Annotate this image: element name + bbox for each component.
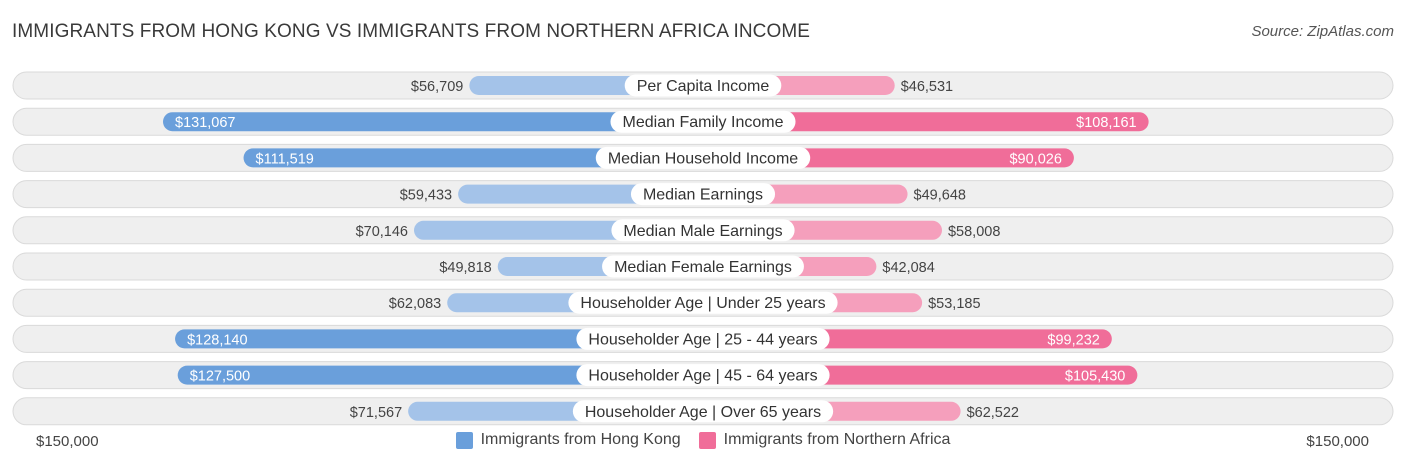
- value-label-hong-kong: $59,433: [400, 188, 452, 204]
- value-label-hong-kong: $131,067: [175, 115, 235, 131]
- category-pill: [576, 327, 830, 350]
- bar-hong-kong: [175, 329, 703, 349]
- bar-hong-kong: [243, 148, 703, 168]
- source-note: Source: ZipAtlas.com: [1251, 23, 1394, 40]
- value-label-hong-kong: $127,500: [190, 369, 250, 385]
- category-pill: [576, 364, 830, 387]
- value-label-northern-africa: $46,531: [901, 79, 953, 95]
- chart-row: $49,818 $42,084 Median Female Earnings: [12, 252, 1394, 281]
- category-pill: [572, 400, 834, 423]
- value-label-northern-africa: $108,161: [1076, 115, 1136, 131]
- category-label: Per Capita Income: [637, 78, 770, 95]
- category-label: Householder Age | Under 25 years: [580, 295, 825, 312]
- legend-label-hong-kong: Immigrants from Hong Kong: [480, 431, 681, 448]
- category-label: Median Family Income: [623, 114, 784, 131]
- legend-label-northern-africa: Immigrants from Northern Africa: [723, 431, 951, 448]
- chart-row: $111,519 $90,026 Median Household Income: [12, 143, 1394, 172]
- category-label: Median Male Earnings: [623, 223, 782, 240]
- value-label-northern-africa: $62,522: [967, 405, 1019, 421]
- value-label-hong-kong: $70,146: [356, 224, 408, 240]
- category-label: Householder Age | 45 - 64 years: [588, 368, 817, 385]
- legend-item-northern-africa[interactable]: Immigrants from Northern Africa: [698, 431, 951, 449]
- bar-northern-africa: [703, 112, 1149, 132]
- category-pill: [630, 183, 776, 206]
- chart-row: $62,083 $53,185 Householder Age | Under 25…: [12, 288, 1394, 317]
- legend-swatch-northern-africa: [698, 431, 716, 449]
- value-label-hong-kong: $56,709: [411, 79, 463, 95]
- value-label-hong-kong: $49,818: [439, 260, 491, 276]
- category-label: Median Earnings: [643, 187, 763, 204]
- category-pill: [602, 255, 804, 278]
- category-label: Median Female Earnings: [614, 259, 792, 276]
- chart-row: $127,500 $105,430 Householder Age | 45 - 6…: [12, 361, 1394, 390]
- category-pill: [595, 146, 811, 169]
- legend: Immigrants from Hong Kong Immigrants fro…: [0, 431, 1406, 449]
- value-label-northern-africa: $49,648: [914, 188, 966, 204]
- value-label-northern-africa: $42,084: [882, 260, 934, 276]
- value-label-northern-africa: $90,026: [1009, 151, 1061, 167]
- axis-left-label: $150,000: [36, 433, 99, 450]
- bar-hong-kong: [177, 365, 703, 385]
- chart-title: IMMIGRANTS FROM HONG KONG VS IMMIGRANTS …: [12, 21, 811, 42]
- chart-row: $128,140 $99,232 Householder Age | 25 - 44…: [12, 324, 1394, 353]
- value-label-northern-africa: $53,185: [928, 296, 980, 312]
- value-label-hong-kong: $71,567: [350, 405, 402, 421]
- chart-row: $56,709 $46,531 Per Capita Income: [12, 71, 1394, 100]
- value-label-northern-africa: $58,008: [948, 224, 1000, 240]
- axis-right-label: $150,000: [1306, 433, 1369, 450]
- legend-item-hong-kong[interactable]: Immigrants from Hong Kong: [455, 431, 681, 449]
- value-label-hong-kong: $128,140: [187, 332, 247, 348]
- category-pill: [624, 74, 782, 97]
- chart-row: $59,433 $49,648 Median Earnings: [12, 180, 1394, 209]
- category-pill: [611, 219, 795, 242]
- bar-hong-kong: [163, 112, 703, 132]
- category-label: Householder Age | Over 65 years: [585, 404, 821, 421]
- value-label-northern-africa: $99,232: [1047, 332, 1099, 348]
- value-label-hong-kong: $62,083: [389, 296, 441, 312]
- chart-row: $70,146 $58,008 Median Male Earnings: [12, 216, 1394, 245]
- value-label-northern-africa: $105,430: [1065, 369, 1125, 385]
- category-pill: [610, 110, 796, 133]
- category-pill: [568, 291, 838, 314]
- category-label: Householder Age | 25 - 44 years: [588, 331, 817, 348]
- chart-row: $131,067 $108,161 Median Family Income: [12, 107, 1394, 136]
- category-label: Median Household Income: [608, 150, 798, 167]
- value-label-hong-kong: $111,519: [256, 151, 314, 167]
- legend-swatch-hong-kong: [455, 431, 473, 449]
- chart-row: $71,567 $62,522 Householder Age | Over 65 …: [12, 397, 1394, 426]
